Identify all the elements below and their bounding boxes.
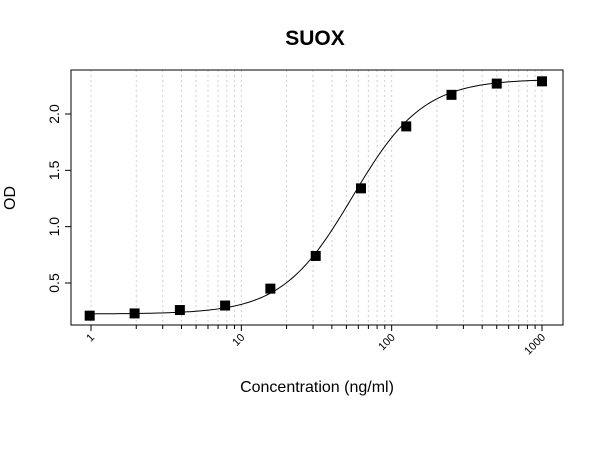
chart-title: SUOX [285,27,345,50]
fit-curve-layer [89,79,543,315]
data-point [491,78,502,89]
y-axis: 0.5 1.0 1.5 2.0 [46,104,71,293]
x-axis-label: Concentration (ng/ml) [240,379,394,396]
data-point [355,183,366,194]
plot-frame [70,69,564,326]
data-point [129,308,140,319]
data-point [401,121,412,132]
x-tick-label: 100 [376,332,397,353]
data-point [446,89,457,100]
data-point [537,76,547,87]
x-tick-label: 1 [84,332,97,345]
y-tick-label: 1.0 [46,217,62,237]
data-point [220,300,231,311]
fit-curve [89,79,543,315]
data-point [84,310,95,321]
x-tick-label: 1000 [522,332,548,358]
data-point [265,283,276,294]
data-points [84,76,547,321]
x-tick-label: 10 [230,332,247,349]
data-point [174,305,185,316]
data-point [310,250,321,261]
x-axis: 1 10 100 1000 [84,325,548,357]
y-tick-label: 0.5 [46,273,62,293]
grid [90,70,543,325]
y-tick-label: 1.5 [46,160,62,180]
y-axis-label: OD [2,186,19,210]
y-tick-label: 2.0 [46,104,62,124]
